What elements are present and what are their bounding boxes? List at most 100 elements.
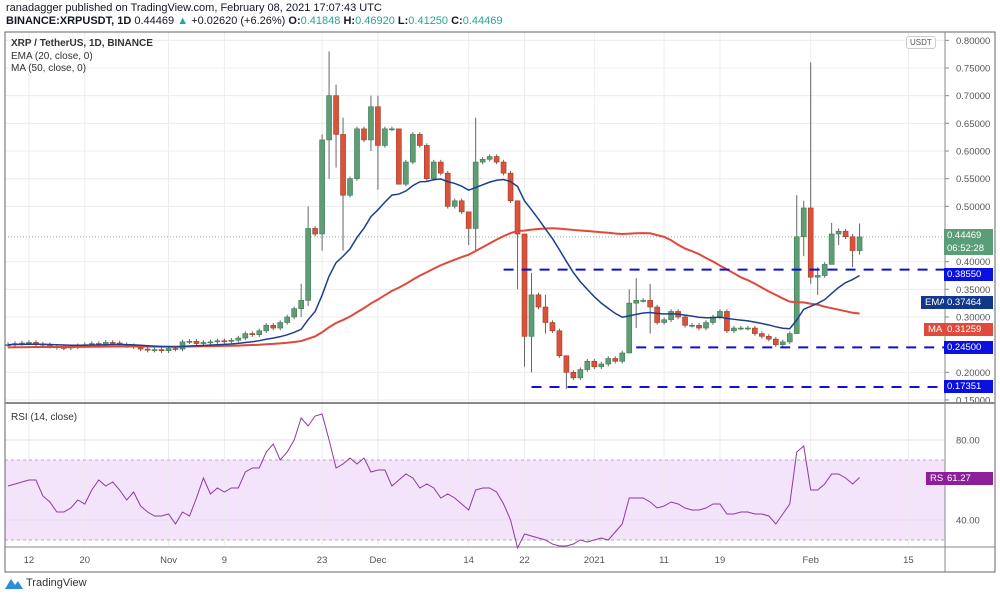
candle-body	[724, 311, 730, 332]
candle-body	[542, 306, 549, 323]
candle-body	[291, 308, 297, 318]
candle-body	[333, 95, 339, 135]
time-tick-label: Dec	[369, 555, 386, 566]
candle-body	[807, 207, 814, 278]
rsi-tag: RSI	[926, 472, 950, 485]
candle-body	[612, 358, 619, 362]
candle-body	[584, 360, 591, 370]
candle-body	[556, 330, 563, 357]
candle-body	[842, 230, 849, 238]
price-tick-label: 0.35000	[956, 285, 990, 296]
candle-body	[417, 134, 423, 146]
price-tick-label: 0.80000	[956, 36, 990, 47]
candle-body	[193, 341, 200, 344]
candle-body	[361, 128, 367, 141]
brand-name: TradingView	[26, 577, 87, 589]
candle-body	[493, 156, 500, 163]
candle-body	[200, 342, 207, 344]
candle-body	[270, 324, 277, 329]
candle-body	[661, 319, 667, 323]
candle-body	[472, 161, 479, 229]
time-tick-label: 14	[463, 555, 474, 566]
currency-button[interactable]: USDT	[906, 36, 936, 49]
low-label: L:	[397, 15, 409, 27]
candle-body	[430, 161, 437, 179]
candle-body	[221, 340, 228, 343]
candle-body	[284, 316, 291, 323]
candle-body	[500, 161, 507, 174]
candle-body	[731, 327, 737, 332]
rsi-value-label: 61.27	[944, 472, 993, 485]
time-tick-label: 19	[715, 555, 726, 566]
close-label: C:	[451, 15, 463, 27]
candle-body	[703, 322, 709, 329]
time-tick-label: 20	[79, 555, 90, 566]
candle-body	[619, 352, 626, 362]
candle-body	[382, 128, 388, 146]
time-tick-label: 2021	[584, 555, 605, 566]
candle-body	[109, 342, 116, 344]
candle-body	[647, 300, 653, 308]
rsi-tick-label: 40.00	[956, 516, 980, 527]
tradingview-logo[interactable]: TradingView	[5, 577, 87, 589]
candle-body	[835, 230, 842, 235]
high-value: 0.46920	[355, 15, 395, 27]
price-tick-label: 0.70000	[956, 91, 990, 102]
candle-body	[228, 339, 235, 342]
candle-body	[263, 324, 270, 332]
candle-body	[563, 355, 570, 373]
candle-body	[305, 228, 311, 301]
time-tick-label: Feb	[803, 555, 819, 566]
time-tick-label: 12	[24, 555, 35, 566]
candle-body	[172, 348, 179, 350]
resistance-label: 0.38550	[944, 268, 993, 281]
candle-body	[759, 333, 765, 337]
support-label-2: 0.17351	[944, 380, 993, 393]
price-tick-label: 0.75000	[956, 64, 990, 75]
candle-body	[347, 178, 353, 196]
candle-body	[633, 300, 640, 304]
low-value: 0.41250	[408, 15, 449, 27]
candle-body	[354, 128, 360, 179]
candle-body	[423, 145, 430, 179]
ma-value-label: 0.31259	[944, 323, 993, 336]
candle-body	[786, 333, 793, 343]
time-tick-label: 15	[903, 555, 914, 566]
candle-body	[528, 294, 535, 337]
ema-tag: EMA	[921, 296, 950, 309]
candle-body	[689, 324, 695, 327]
rsi-legend[interactable]: RSI (14, close)	[11, 412, 78, 423]
price-tick-label: 0.40000	[956, 257, 990, 268]
candle-body	[151, 349, 158, 351]
candle-body	[396, 128, 402, 185]
countdown-label: 06:52:28	[944, 242, 993, 255]
time-tick-label: 22	[519, 555, 530, 566]
candle-body	[766, 336, 772, 340]
ema-value-label: 0.37464	[944, 296, 993, 309]
candle-body	[814, 275, 821, 278]
candle-body	[800, 207, 807, 238]
candle-body	[535, 294, 542, 308]
price-tick-label: 0.65000	[956, 119, 990, 130]
ma-legend[interactable]: MA (50, close, 0)	[11, 63, 87, 74]
candle-body	[626, 302, 633, 354]
candle-body	[752, 327, 758, 334]
support-label-1: 0.24500	[944, 341, 993, 354]
symbol: BINANCE:XRPUSDT, 1D	[6, 15, 132, 27]
rsi-line	[7, 413, 860, 550]
candle-body	[654, 306, 660, 323]
candle-body	[738, 327, 744, 330]
candle-body	[591, 360, 598, 368]
candle-body	[521, 233, 528, 337]
ma-tag: MA	[924, 323, 947, 336]
candle-body	[570, 372, 577, 379]
publisher-line: ranadagger published on TradingView.com,…	[6, 2, 382, 14]
candle-body	[277, 322, 284, 329]
ema-legend[interactable]: EMA (20, close, 0)	[11, 51, 93, 62]
candle-body	[821, 264, 828, 276]
candle-body	[207, 341, 214, 344]
candle-body	[158, 349, 165, 352]
ema-line	[7, 178, 860, 348]
high-label: H:	[343, 15, 356, 27]
